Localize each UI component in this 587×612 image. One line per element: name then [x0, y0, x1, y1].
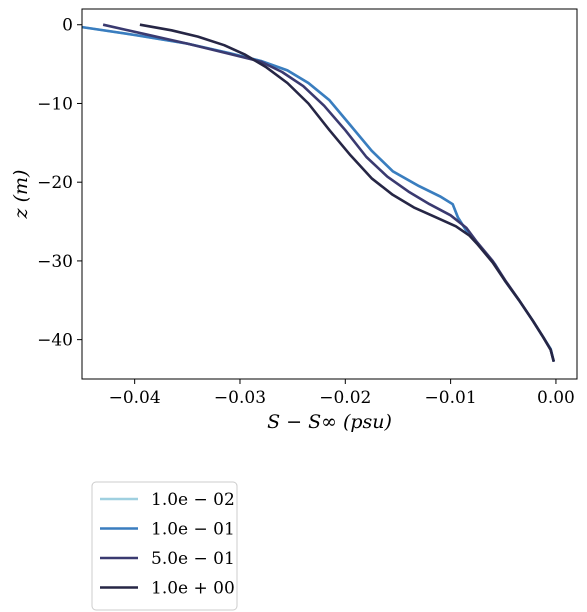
legend-box	[91, 481, 238, 611]
series-layer	[82, 23, 556, 363]
x-axis: −0.04 −0.03 −0.02 −0.01 0.00	[109, 379, 575, 408]
y-tick-label: −10	[37, 94, 73, 114]
y-tick-label: −40	[37, 331, 73, 351]
x-tick-label: 0.00	[537, 388, 575, 408]
x-tick-label: −0.02	[319, 388, 371, 408]
legend-label-0: 1.0e − 02	[151, 490, 235, 510]
y-tick-label: −20	[37, 173, 73, 193]
legend-label-3: 1.0e + 00	[151, 579, 235, 599]
plot-frame	[81, 8, 578, 380]
y-axis-label: z (m)	[10, 170, 32, 220]
y-tick-label: 0	[62, 16, 73, 36]
legend: 1.0e − 02 1.0e − 01 5.0e − 01 1.0e + 00	[91, 481, 238, 611]
x-tick-label: −0.03	[214, 388, 266, 408]
series-line-3	[139, 23, 556, 363]
y-axis: 0 −10 −20 −30 −40	[37, 16, 82, 351]
series-line-2	[102, 23, 556, 363]
series-line-0	[82, 25, 556, 363]
series-line-1	[82, 25, 556, 363]
y-tick-label: −30	[37, 252, 73, 272]
x-axis-label: S − S∞ (psu)	[267, 411, 392, 433]
x-tick-label: −0.01	[425, 388, 477, 408]
legend-label-2: 5.0e − 01	[151, 549, 235, 569]
legend-label-1: 1.0e − 01	[151, 520, 235, 540]
x-tick-label: −0.04	[109, 388, 161, 408]
